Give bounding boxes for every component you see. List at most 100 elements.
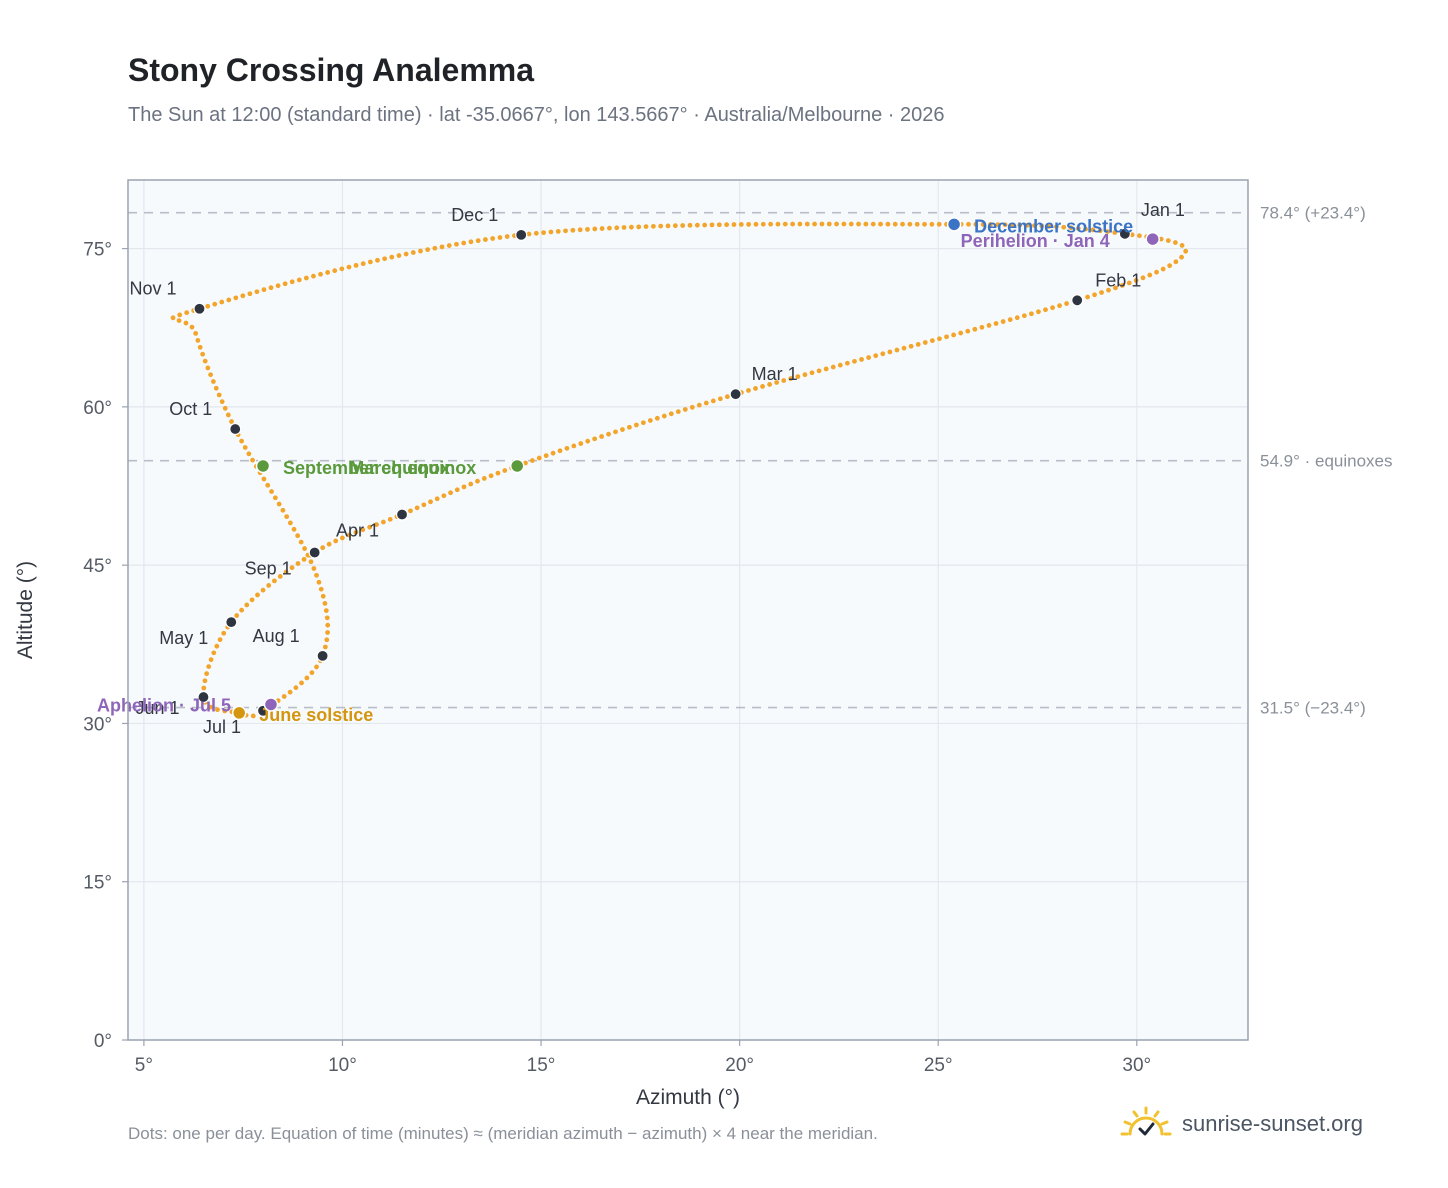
day-dot <box>240 293 246 299</box>
day-dot <box>389 254 395 260</box>
day-dot <box>322 644 328 650</box>
day-dot <box>304 675 310 681</box>
day-dot <box>260 587 266 593</box>
day-dot <box>225 412 231 418</box>
day-dot <box>346 532 352 538</box>
day-dot <box>628 224 634 230</box>
day-dot <box>907 221 913 227</box>
day-dot <box>1179 243 1185 248</box>
day-dot <box>929 338 935 344</box>
day-dot <box>222 405 228 411</box>
day-dot <box>1032 223 1037 229</box>
day-dot <box>202 358 208 364</box>
y-tick-label: 75° <box>83 240 112 261</box>
day-dot <box>490 236 496 241</box>
event-marker <box>263 697 279 712</box>
day-dot <box>738 222 744 227</box>
day-dot <box>878 221 883 227</box>
day-dot <box>239 607 245 613</box>
day-dot <box>239 438 245 444</box>
day-dot <box>636 224 642 230</box>
day-dot <box>215 707 220 713</box>
day-dot <box>255 592 260 598</box>
day-dot <box>195 337 201 343</box>
day-dot <box>1167 263 1173 269</box>
day-dot <box>647 418 653 423</box>
day-dot <box>885 221 891 227</box>
day-dot <box>475 238 481 244</box>
day-dot <box>318 586 324 592</box>
day-dot <box>613 429 618 435</box>
day-dot <box>571 443 577 449</box>
reference-line-label: 31.5° (−23.4°) <box>1260 699 1366 718</box>
day-dot <box>439 244 445 250</box>
day-dot <box>550 450 556 456</box>
day-dot <box>441 493 447 499</box>
day-dot <box>620 427 625 432</box>
month-marker <box>729 388 742 401</box>
day-dot <box>746 388 751 393</box>
day-dot <box>261 287 267 293</box>
day-dot <box>408 508 413 514</box>
day-dot <box>993 321 999 326</box>
day-dot <box>502 468 508 473</box>
day-dot <box>607 225 612 231</box>
brand[interactable]: sunrise-sunset.org <box>1120 1100 1363 1148</box>
day-dot <box>323 608 329 613</box>
day-dot <box>661 413 667 419</box>
month-label: May 1 <box>159 628 208 648</box>
day-dot <box>599 434 604 439</box>
day-dot <box>1154 269 1159 275</box>
month-label: Feb 1 <box>1095 270 1141 290</box>
day-dot <box>1068 225 1074 231</box>
day-dot <box>210 379 216 384</box>
month-label: Jan 1 <box>1141 200 1185 220</box>
day-dot <box>1017 222 1023 228</box>
day-dot <box>212 301 218 307</box>
y-tick-label: 45° <box>83 556 112 577</box>
month-marker <box>395 508 409 521</box>
y-tick-label: 0° <box>94 1031 112 1052</box>
day-dot <box>213 385 219 391</box>
day-dot <box>795 374 801 380</box>
day-dot <box>908 343 914 349</box>
day-dot <box>204 671 210 677</box>
day-dot <box>233 295 239 301</box>
day-dot <box>217 637 223 643</box>
day-dot <box>627 424 632 430</box>
day-dot <box>1000 319 1006 324</box>
day-dot <box>275 283 281 289</box>
day-dot <box>672 223 678 229</box>
day-dot <box>428 499 433 505</box>
day-dot <box>454 487 460 493</box>
day-dot <box>873 353 879 359</box>
day-dot <box>291 526 297 532</box>
day-dot <box>283 569 289 575</box>
day-dot <box>1106 287 1111 293</box>
day-dot <box>170 315 176 321</box>
day-dot <box>951 332 957 338</box>
day-dot <box>901 345 907 351</box>
day-dot <box>1083 226 1089 232</box>
day-dot <box>633 422 639 428</box>
day-dot <box>276 501 282 507</box>
day-dot <box>193 330 199 336</box>
day-dot <box>768 221 774 227</box>
day-dot <box>287 689 293 695</box>
day-dot <box>287 520 293 526</box>
day-dot <box>1043 307 1048 313</box>
day-dot <box>753 221 759 227</box>
month-marker <box>229 422 242 436</box>
day-dot <box>202 678 208 684</box>
day-dot <box>302 546 307 551</box>
day-dot <box>668 411 674 417</box>
day-dot <box>295 561 301 566</box>
reference-line-label: 54.9° · equinoxes <box>1260 452 1393 471</box>
day-dot <box>316 579 322 585</box>
day-dot <box>972 326 978 332</box>
day-dot <box>1147 272 1153 278</box>
day-dot <box>367 524 373 530</box>
day-dot <box>346 264 352 270</box>
day-dot <box>694 222 700 228</box>
day-dot <box>324 637 330 643</box>
